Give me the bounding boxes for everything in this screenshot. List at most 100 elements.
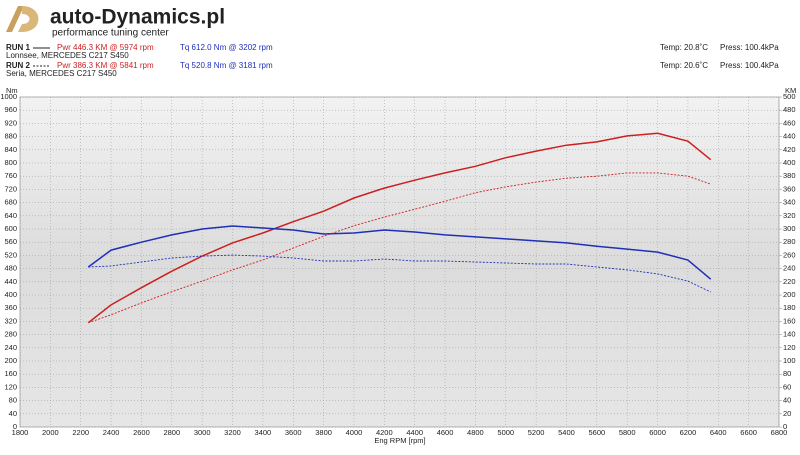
y-tick-label: 960 [4,105,17,114]
series-line [87,225,712,280]
pressure: Press: 100.4kPa [720,43,779,52]
vehicle: Lonnsee, MERCEDES C217 S450 [6,51,129,60]
y-tick-label: 560 [4,237,17,246]
y-tick-label: 320 [4,316,17,325]
plot-frame [19,96,780,428]
y2-tick-label: 200 [783,290,796,299]
y-axis-label: Nm [6,86,18,95]
series-line [88,172,711,324]
y2-tick-label: 240 [783,264,796,273]
y2-tick-label: 400 [783,158,796,167]
y2-tick-label: 140 [783,330,796,339]
y2-tick-label: 380 [783,171,796,180]
legend-power: Pwr 386.3 KM @ 5841 rpm [57,61,154,70]
y-tick-label: 120 [4,382,17,391]
x-tick-label: 5000 [497,428,514,437]
x-tick-label: 5600 [588,428,605,437]
y-tick-label: 40 [9,409,17,418]
y-tick-label: 720 [4,184,17,193]
x-tick-label: 4800 [467,428,484,437]
y-tick-label: 800 [4,158,17,167]
y-tick-label: 240 [4,343,17,352]
x-tick-label: 2600 [133,428,150,437]
x-tick-label: 2800 [163,428,180,437]
y2-tick-label: 180 [783,303,796,312]
y-tick-label: 400 [4,290,17,299]
brand: auto-Dynamics.pl [50,6,225,29]
y2-tick-label: 280 [783,237,796,246]
y-tick-label: 280 [4,330,17,339]
y2-tick-label: 360 [783,184,796,193]
y-tick-label: 480 [4,264,17,273]
x-tick-label: 3000 [194,428,211,437]
series-line [87,132,712,324]
x-tick-label: 3600 [285,428,302,437]
y2-tick-label: 0 [783,422,787,431]
vehicle: Seria, MERCEDES C217 S450 [6,69,117,78]
y-tick-label: 440 [4,277,17,286]
plot-background [20,97,779,427]
y2-tick-label: 300 [783,224,796,233]
y-tick-label: 920 [4,118,17,127]
y2-tick-label: 440 [783,132,796,141]
y-tick-label: 600 [4,224,17,233]
x-tick-label: 2200 [72,428,89,437]
y2-tick-label: 320 [783,211,796,220]
x-axis-label: Eng RPM [rpm] [374,436,425,445]
y-tick-label: 880 [4,132,17,141]
x-tick-label: 3400 [255,428,272,437]
series-line [88,254,711,293]
pressure: Press: 100.4kPa [720,61,779,70]
y-tick-label: 160 [4,369,17,378]
y2-tick-label: 480 [783,105,796,114]
y-tick-label: 360 [4,303,17,312]
y2-tick-label: 80 [783,369,791,378]
y-tick-label: 1000 [0,92,17,101]
legend-power: Pwr 446.3 KM @ 5974 rpm [57,43,154,52]
y2-tick-label: 40 [783,396,791,405]
y2-tick-label: 100 [783,356,796,365]
x-tick-label: 4600 [437,428,454,437]
x-tick-label: 4000 [346,428,363,437]
y2-tick-label: 460 [783,118,796,127]
y2-tick-label: 160 [783,316,796,325]
y-tick-label: 520 [4,250,17,259]
x-tick-label: 2000 [42,428,59,437]
legend-torque: Tq 520.8 Nm @ 3181 rpm [180,61,273,70]
x-tick-label: 5800 [619,428,636,437]
logo [6,6,39,32]
y2-tick-label: 340 [783,198,796,207]
y2-tick-label: 20 [783,409,791,418]
x-tick-label: 4200 [376,428,393,437]
x-tick-label: 6800 [771,428,788,437]
x-tick-label: 4400 [406,428,423,437]
y2-tick-label: 420 [783,145,796,154]
x-tick-label: 6600 [740,428,757,437]
x-tick-label: 2400 [103,428,120,437]
temperature: Temp: 20.6˚C [660,61,708,70]
x-tick-label: 6000 [649,428,666,437]
y2-axis-label: KM [785,86,796,95]
x-tick-label: 6400 [710,428,727,437]
x-tick-label: 1800 [12,428,29,437]
legend: RUN 1 Pwr 446.3 KM @ 5974 rpm Tq 612.0 Nm … [6,43,779,78]
x-tick-label: 3800 [315,428,332,437]
run-label: RUN 1 [6,43,31,52]
tagline: performance tuning center [52,28,169,39]
y2-tick-label: 260 [783,250,796,259]
y2-tick-label: 120 [783,343,796,352]
x-tick-label: 5400 [558,428,575,437]
y-tick-label: 760 [4,171,17,180]
run-label: RUN 2 [6,61,31,70]
plot [19,96,780,428]
temperature: Temp: 20.8˚C [660,43,708,52]
x-tick-label: 5200 [528,428,545,437]
x-tick-label: 6200 [680,428,697,437]
y2-tick-label: 220 [783,277,796,286]
x-tick-label: 3200 [224,428,241,437]
y-tick-label: 200 [4,356,17,365]
legend-torque: Tq 612.0 Nm @ 3202 rpm [180,43,273,52]
y2-tick-label: 60 [783,382,791,391]
